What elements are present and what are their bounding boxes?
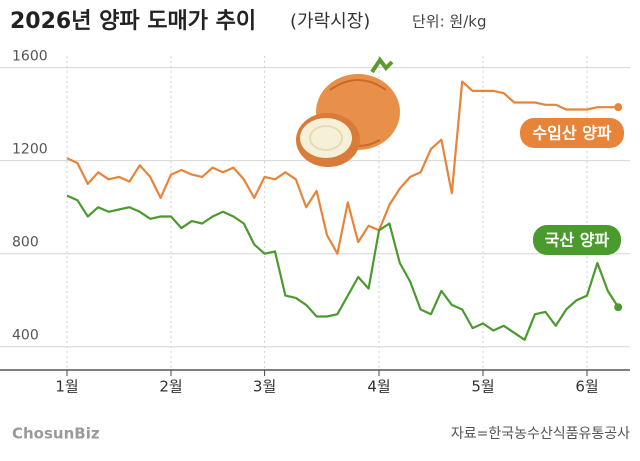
end-point bbox=[614, 303, 623, 312]
chart-title: 2026년 양파 도매가 추이 bbox=[10, 9, 256, 34]
y-tick-label: 800 bbox=[12, 235, 39, 251]
x-tick-label: 6월 bbox=[575, 378, 598, 396]
onion-illustration bbox=[296, 56, 400, 167]
x-tick-label: 4월 bbox=[367, 378, 390, 396]
brand: ChosunBiz bbox=[12, 425, 100, 443]
chart-subtitle: (가락시장) bbox=[290, 11, 370, 32]
legend-box bbox=[520, 118, 624, 148]
x-tick-label: 1월 bbox=[55, 378, 78, 396]
x-tick-label: 2월 bbox=[159, 378, 182, 396]
y-tick-label: 1200 bbox=[12, 142, 48, 158]
unit-label: 단위: 원/kg bbox=[412, 13, 486, 31]
series-line bbox=[66, 194, 620, 341]
x-tick-label: 3월 bbox=[253, 378, 276, 396]
legend-label: 국산 양파 bbox=[545, 231, 610, 250]
end-point bbox=[614, 103, 623, 112]
series-line bbox=[66, 80, 619, 255]
x-tick-label: 5월 bbox=[471, 378, 494, 396]
y-tick-label: 400 bbox=[12, 328, 39, 344]
y-tick-label: 1600 bbox=[12, 49, 48, 65]
legend-label: 수입산 양파 bbox=[532, 124, 611, 143]
source: 자료=한국농수산식품유통공사 bbox=[451, 426, 630, 442]
legend-box bbox=[533, 225, 621, 255]
